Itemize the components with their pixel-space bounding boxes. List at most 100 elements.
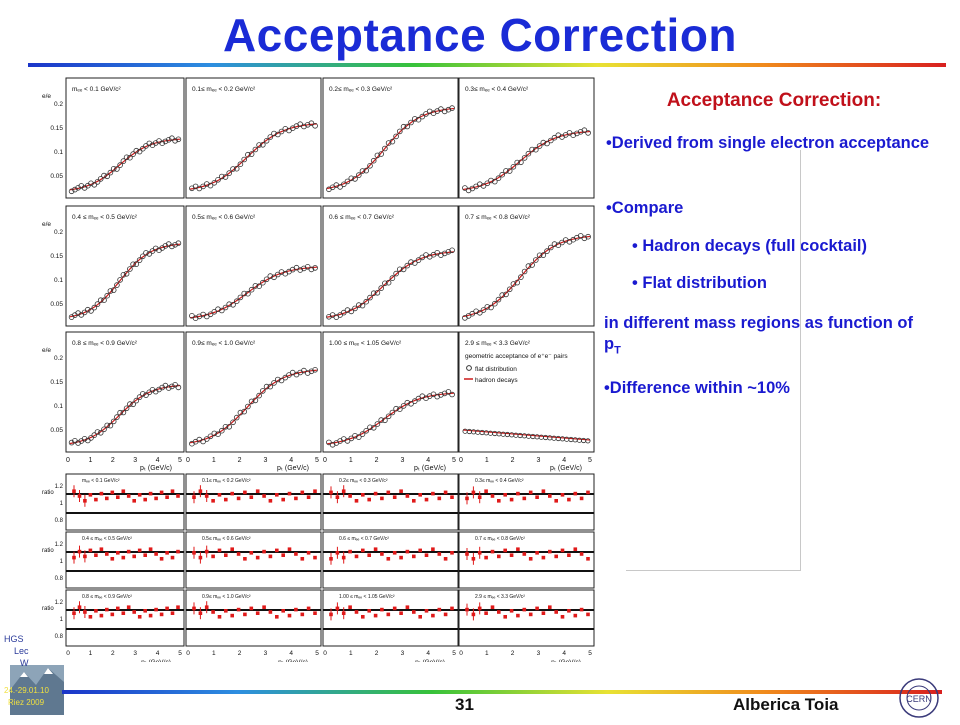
ratio-point xyxy=(412,610,416,614)
ratio-point xyxy=(165,495,169,499)
x-tick-label: 1 xyxy=(485,457,489,464)
data-point xyxy=(263,276,270,283)
data-point xyxy=(68,439,75,446)
conf-line-1: HGS xyxy=(4,634,24,644)
data-point xyxy=(544,248,550,254)
ratio-point xyxy=(105,552,109,556)
data-point xyxy=(248,151,255,157)
ratio-point xyxy=(516,547,520,551)
data-point xyxy=(204,181,210,187)
data-point xyxy=(389,275,396,281)
ratio-point xyxy=(294,552,298,556)
ratio-point xyxy=(497,554,501,559)
ratio-point xyxy=(560,548,565,553)
ratio-point xyxy=(380,607,384,612)
ratio-x-tick-label: 0 xyxy=(66,650,70,657)
data-point xyxy=(245,290,251,297)
ratio-x-tick-label: 2 xyxy=(375,650,379,657)
conf-line-5: Riez 2009 xyxy=(8,698,45,707)
data-point xyxy=(97,176,104,182)
ratio-point xyxy=(418,493,422,497)
ratio-point xyxy=(262,549,266,554)
ratio-point xyxy=(437,552,442,556)
data-point xyxy=(510,164,517,170)
panel-frame xyxy=(322,205,459,327)
ratio-frame xyxy=(322,473,459,531)
ratio-point xyxy=(437,496,442,501)
ratio-x-tick-label: 3 xyxy=(133,650,137,657)
data-point xyxy=(529,262,535,268)
data-point xyxy=(408,119,414,126)
data-point xyxy=(127,154,133,161)
data-point xyxy=(503,168,509,174)
data-point xyxy=(215,306,221,313)
data-point xyxy=(408,259,414,265)
x-tick-label: 5 xyxy=(588,457,592,464)
data-point xyxy=(241,290,248,297)
ratio-point xyxy=(99,547,104,551)
data-point xyxy=(404,262,411,269)
ratio-point xyxy=(116,606,120,611)
data-point xyxy=(175,240,182,247)
ratio-point xyxy=(306,606,311,611)
ratio-point xyxy=(159,557,164,561)
data-point xyxy=(374,421,381,427)
ratio-point xyxy=(424,609,429,613)
panel-frame xyxy=(65,331,185,453)
ratio-point xyxy=(399,555,403,560)
ratio-x-axis-label: pₜ (GeV/c) xyxy=(415,659,445,662)
data-point xyxy=(140,145,146,152)
ratio-point xyxy=(88,548,93,553)
data-point xyxy=(374,290,381,296)
ratio-point xyxy=(105,496,109,501)
ratio-point xyxy=(554,554,558,559)
ratio-point xyxy=(348,605,352,609)
data-point xyxy=(438,392,444,398)
ratio-point xyxy=(484,611,488,615)
ratio-point xyxy=(443,612,448,617)
data-point xyxy=(140,391,146,397)
ratio-point xyxy=(236,552,241,556)
data-point xyxy=(359,302,366,309)
data-point xyxy=(233,165,240,172)
ratio-point xyxy=(579,552,584,556)
data-point xyxy=(337,184,343,190)
data-point xyxy=(256,142,262,148)
x-tick-label: 4 xyxy=(562,457,566,464)
ratio-panel-label: 0.8 ≤ mₑₑ < 0.9 GeV/c² xyxy=(82,594,132,600)
ratio-point xyxy=(268,554,273,559)
y-tick-label: 0.15 xyxy=(50,253,63,260)
ratio-point xyxy=(354,499,359,503)
ratio-y-axis-label: ratio xyxy=(42,490,54,496)
panel-frame xyxy=(322,331,459,453)
data-point xyxy=(271,380,277,386)
ratio-y-tick-label: 1 xyxy=(60,617,64,623)
data-point xyxy=(101,172,107,179)
data-point xyxy=(393,405,399,412)
data-point xyxy=(267,273,274,279)
data-point xyxy=(441,250,448,257)
data-point xyxy=(411,260,418,266)
ratio-point xyxy=(354,554,359,559)
data-point xyxy=(252,146,259,153)
data-point xyxy=(94,179,101,185)
ratio-point xyxy=(567,609,571,613)
ratio-point xyxy=(137,548,142,553)
data-point xyxy=(211,430,218,437)
data-point xyxy=(252,397,259,404)
panel-frame xyxy=(458,205,595,327)
data-point xyxy=(278,128,285,135)
data-point xyxy=(547,137,554,144)
data-point xyxy=(211,180,218,186)
data-point xyxy=(359,431,366,437)
ratio-point xyxy=(230,613,234,618)
ratio-point xyxy=(431,547,435,551)
ratio-point xyxy=(373,491,378,496)
ratio-point xyxy=(431,491,435,496)
ratio-x-tick-label: 5 xyxy=(178,650,182,657)
ratio-point xyxy=(579,607,584,612)
data-point xyxy=(162,138,169,145)
data-point xyxy=(445,106,452,113)
ratio-point xyxy=(143,553,147,557)
ratio-x-tick-label: 4 xyxy=(426,650,430,657)
